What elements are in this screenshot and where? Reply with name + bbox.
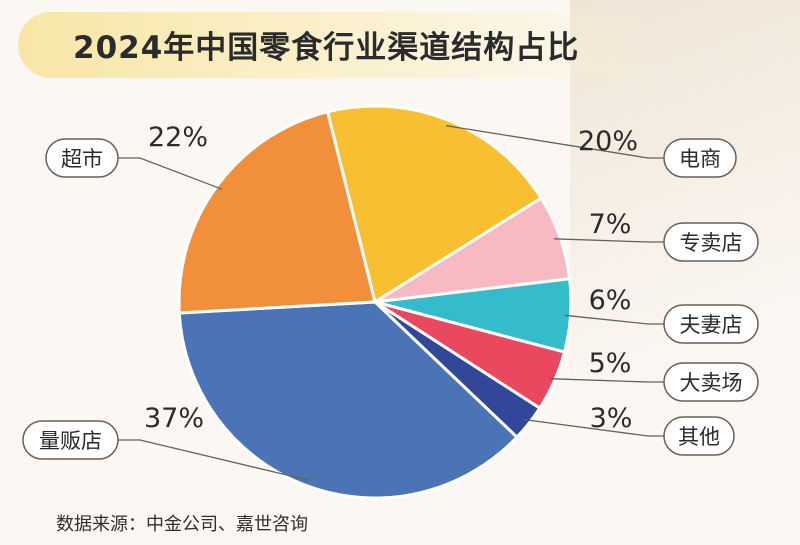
category-pill-大卖场: 大卖场 [663,362,759,402]
chart-title: 2024年中国零食行业渠道结构占比 [73,30,580,66]
category-pill-其他: 其他 [663,416,735,456]
leader-line-专卖店 [554,238,664,243]
category-pill-专卖店: 专卖店 [663,222,759,262]
category-pill-超市: 超市 [45,138,119,178]
category-label-超市: 超市 [61,147,103,171]
pie-slice-电商 [326,104,543,304]
category-pill-outline [663,138,737,178]
percent-label-大卖场: 5% [589,348,632,379]
leader-line-其他 [524,418,664,437]
percent-label-超市: 22% [148,122,208,153]
category-pill-量贩店: 量贩店 [22,420,119,460]
category-pill-outline [663,362,759,402]
category-pill-outline [45,138,119,178]
category-pill-outline [663,222,759,262]
pie-slice-超市 [177,110,377,315]
pie-slice-量贩店 [177,300,519,500]
leader-line-超市 [118,157,223,190]
category-pill-outline [663,304,759,344]
percent-label-量贩店: 37% [144,403,204,434]
leader-line-量贩店 [118,439,310,482]
category-label-电商: 电商 [679,147,721,171]
leader-line-电商 [446,125,664,159]
percent-label-专卖店: 7% [589,209,632,240]
category-pill-电商: 电商 [663,138,737,178]
category-pill-outline [663,416,735,456]
percent-label-夫妻店: 6% [589,285,632,316]
category-label-量贩店: 量贩店 [39,429,102,453]
source-note: 数据来源：中金公司、嘉世咨询 [56,514,308,535]
percent-label-电商: 20% [578,126,638,157]
leader-line-夫妻店 [564,314,664,325]
category-pill-夫妻店: 夫妻店 [663,304,759,344]
category-label-大卖场: 大卖场 [680,371,743,395]
category-label-专卖店: 专卖店 [680,231,743,255]
title-banner [18,12,658,78]
leader-line-大卖场 [548,378,664,383]
category-label-夫妻店: 夫妻店 [680,313,743,337]
category-pill-outline [22,420,119,460]
percent-label-其他: 3% [590,403,633,434]
category-label-其他: 其他 [678,425,720,449]
